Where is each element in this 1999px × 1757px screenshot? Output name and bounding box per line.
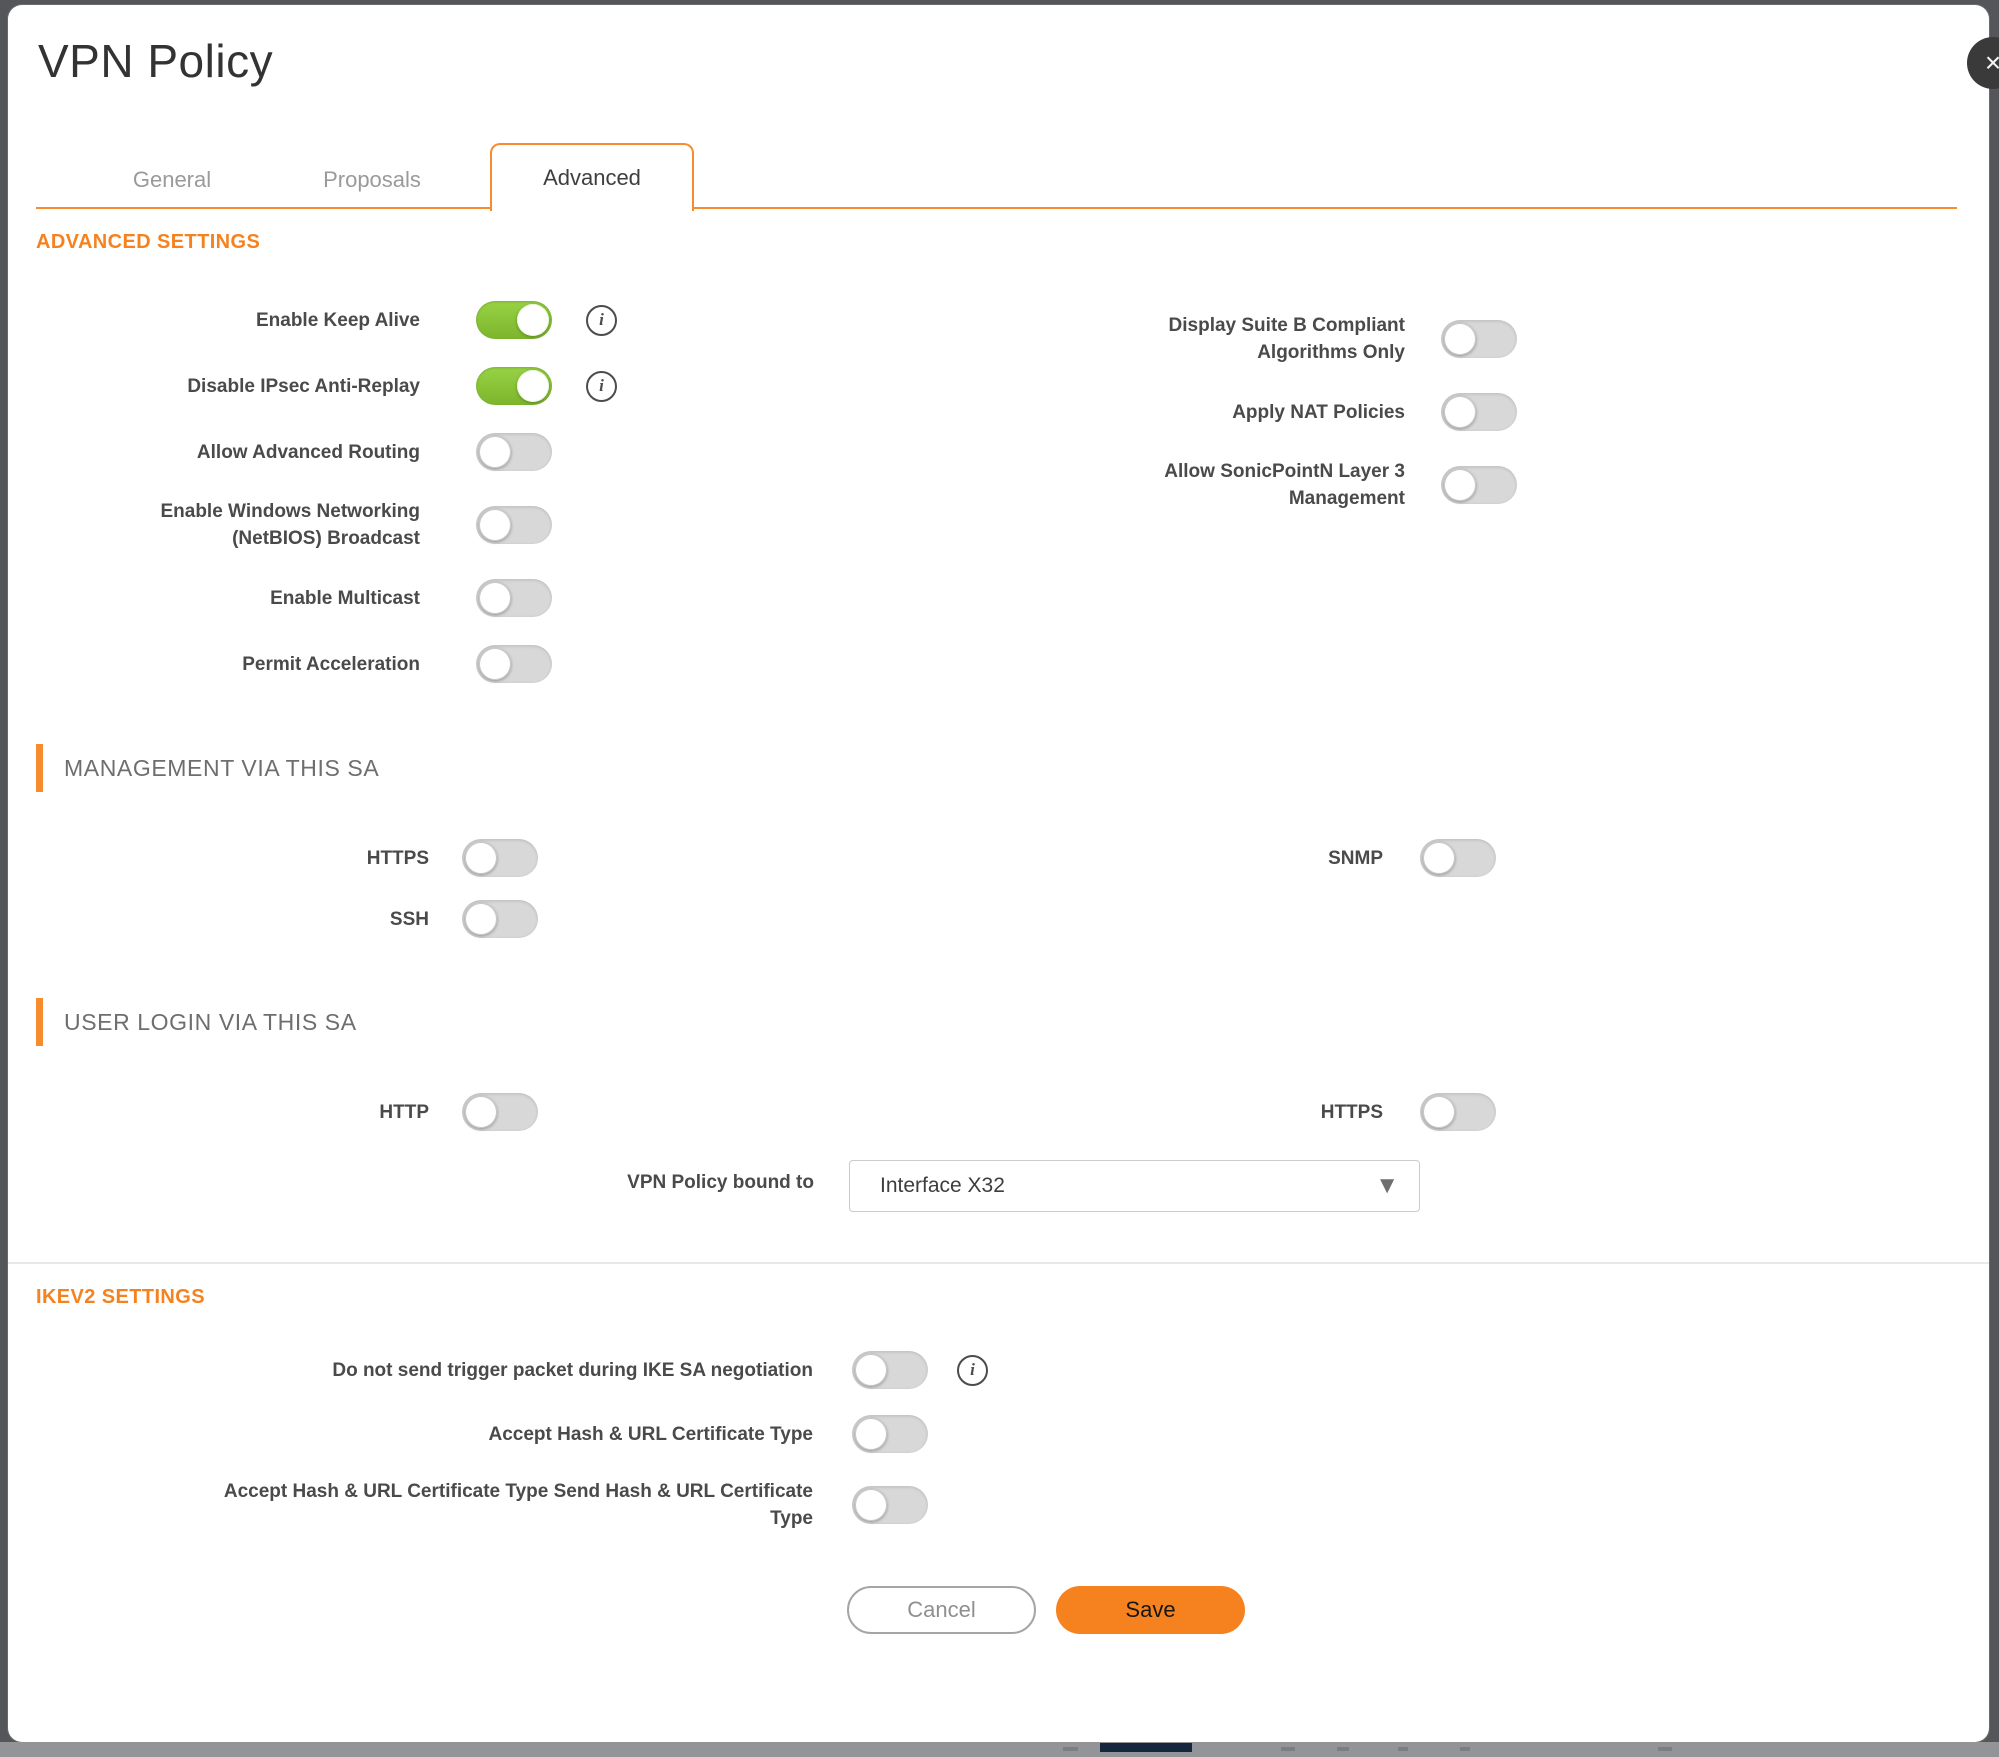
toggle-switch[interactable]: [852, 1415, 928, 1453]
toggle-switch[interactable]: [462, 1093, 538, 1131]
toggle-switch[interactable]: [1441, 466, 1517, 504]
toggle-switch[interactable]: [476, 433, 552, 471]
toggle-switch[interactable]: [1441, 393, 1517, 431]
background-page-fragment: [1658, 1747, 1672, 1751]
toggle-label: Accept Hash & URL Certificate Type Send …: [223, 1481, 813, 1529]
toggle-switch[interactable]: [476, 645, 552, 683]
toggle-switch[interactable]: [476, 301, 552, 339]
section-header-advanced-settings: ADVANCED SETTINGS: [36, 231, 261, 253]
toggle-switch[interactable]: [852, 1486, 928, 1524]
vpn-policy-bound-to-select[interactable]: Interface X32 ▼: [849, 1160, 1420, 1212]
section-header-ikev2-settings: IKEV2 SETTINGS: [36, 1286, 205, 1308]
background-page-strip: [0, 1742, 1999, 1757]
toggle-row: Enable Multicast i: [90, 578, 617, 618]
toggle-row: Accept Hash & URL Certificate Type Send …: [193, 1478, 988, 1532]
toggle-switch[interactable]: [852, 1351, 928, 1389]
section-header-label: MANAGEMENT VIA THIS SA: [64, 754, 380, 781]
advanced-settings-left-column: Enable Keep Alive i Disable IPsec Anti-R…: [90, 300, 617, 710]
toggle-label: SNMP: [1328, 847, 1383, 869]
toggle-label: Disable IPsec Anti-Replay: [187, 375, 420, 397]
toggle-switch[interactable]: [476, 579, 552, 617]
user-login-left-column: HTTP: [115, 1092, 538, 1158]
user-login-right-column: HTTPS: [1085, 1092, 1496, 1158]
save-button[interactable]: Save: [1056, 1586, 1245, 1634]
page-title: VPN Policy: [38, 35, 274, 87]
toggle-row: Enable Windows Networking (NetBIOS) Broa…: [90, 498, 617, 552]
vpn-policy-dialog: [8, 5, 1989, 1742]
toggle-row: Display Suite B Compliant Algorithms Onl…: [1105, 312, 1517, 366]
info-icon[interactable]: i: [586, 304, 617, 336]
tab-proposals[interactable]: Proposals: [323, 167, 421, 192]
background-page-fragment: [1100, 1743, 1192, 1752]
background-page-fragment: [1460, 1747, 1470, 1751]
tab-advanced[interactable]: Advanced: [490, 143, 694, 211]
toggle-label: Do not send trigger packet during IKE SA…: [332, 1359, 813, 1381]
toggle-label: Apply NAT Policies: [1232, 401, 1405, 423]
toggle-switch[interactable]: [476, 506, 552, 544]
section-divider: [8, 1262, 1989, 1264]
toggle-row: SNMP: [1085, 838, 1496, 878]
info-icon[interactable]: i: [957, 1354, 988, 1386]
toggle-label: Allow Advanced Routing: [196, 441, 420, 463]
section-header-label: USER LOGIN VIA THIS SA: [64, 1008, 357, 1035]
toggle-label: HTTP: [379, 1101, 429, 1123]
toggle-row: Allow Advanced Routing i: [90, 432, 617, 472]
tab-underline: [36, 207, 1957, 209]
cancel-button[interactable]: Cancel: [847, 1586, 1036, 1634]
management-left-column: HTTPS SSH: [115, 838, 538, 960]
background-page-fragment: [1281, 1747, 1295, 1751]
toggle-label: SSH: [389, 908, 429, 930]
section-header-management: MANAGEMENT VIA THIS SA: [36, 744, 379, 792]
toggle-row: SSH: [115, 899, 538, 939]
toggle-row: Allow SonicPointN Layer 3 Management: [1105, 458, 1517, 512]
section-accent-bar: [36, 744, 43, 792]
info-icon[interactable]: i: [586, 370, 617, 402]
toggle-row: HTTP: [115, 1092, 538, 1132]
selected-interface-value: Interface X32: [880, 1174, 1005, 1197]
background-page-fragment: [1063, 1747, 1078, 1751]
tab-general[interactable]: General: [132, 167, 212, 192]
toggle-label: Display Suite B Compliant Algorithms Onl…: [1168, 315, 1405, 363]
toggle-label: HTTPS: [1320, 1101, 1383, 1123]
toggle-switch[interactable]: [462, 839, 538, 877]
toggle-switch[interactable]: [476, 367, 552, 405]
toggle-row: HTTPS: [115, 838, 538, 878]
toggle-label: Enable Windows Networking (NetBIOS) Broa…: [160, 501, 420, 549]
toggle-switch[interactable]: [1441, 320, 1517, 358]
toggle-label: Accept Hash & URL Certificate Type: [488, 1423, 814, 1445]
toggle-row: HTTPS: [1085, 1092, 1496, 1132]
toggle-label: HTTPS: [366, 847, 429, 869]
toggle-row: Apply NAT Policies: [1105, 392, 1517, 432]
toggle-switch[interactable]: [1420, 839, 1496, 877]
toggle-switch[interactable]: [1420, 1093, 1496, 1131]
toggle-row: Do not send trigger packet during IKE SA…: [193, 1350, 988, 1390]
toggle-row: Permit Acceleration i: [90, 644, 617, 684]
section-accent-bar: [36, 998, 43, 1046]
background-page-fragment: [1398, 1747, 1408, 1751]
toggle-row: Accept Hash & URL Certificate Type i: [193, 1414, 988, 1454]
ikev2-rows: Do not send trigger packet during IKE SA…: [193, 1350, 988, 1556]
toggle-label: Permit Acceleration: [242, 653, 420, 675]
advanced-settings-right-column: Display Suite B Compliant Algorithms Onl…: [1105, 312, 1517, 538]
toggle-row: Enable Keep Alive i: [90, 300, 617, 340]
vpn-policy-bound-to-label: VPN Policy bound to: [627, 1172, 814, 1193]
chevron-down-icon: ▼: [1375, 1172, 1399, 1199]
toggle-row: Disable IPsec Anti-Replay i: [90, 366, 617, 406]
management-right-column: SNMP: [1085, 838, 1496, 904]
toggle-label: Allow SonicPointN Layer 3 Management: [1164, 461, 1405, 509]
toggle-switch[interactable]: [462, 900, 538, 938]
toggle-label: Enable Multicast: [270, 587, 420, 609]
background-page-fragment: [1337, 1747, 1349, 1751]
toggle-label: Enable Keep Alive: [255, 309, 420, 331]
section-header-user-login: USER LOGIN VIA THIS SA: [36, 998, 357, 1046]
